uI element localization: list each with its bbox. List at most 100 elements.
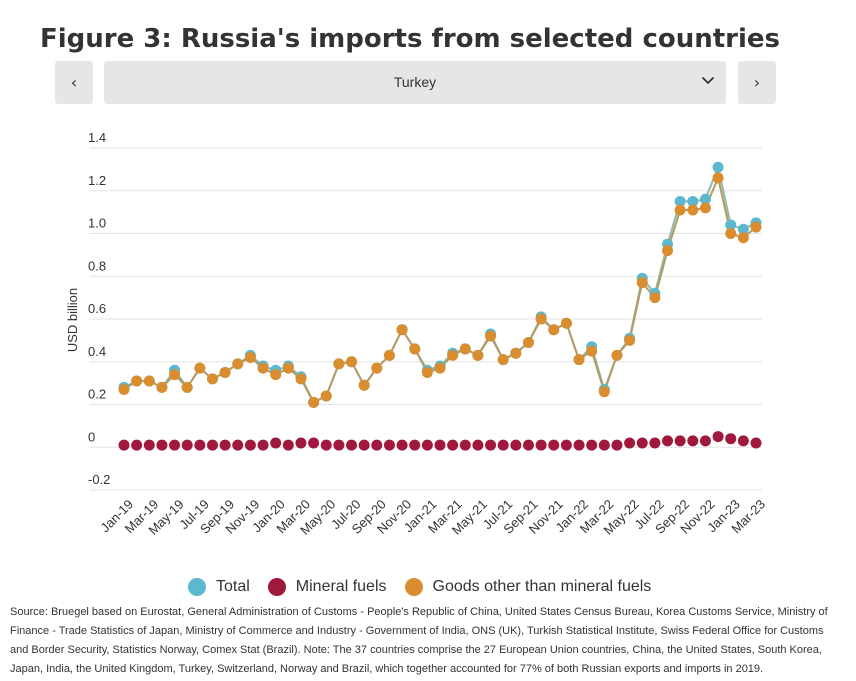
chart-plot: 1.41.21.00.80.60.40.20-0.2Jan-19Mar-19Ma…	[65, 130, 768, 538]
mineral-fuels-point	[396, 439, 408, 451]
mineral-fuels-point	[485, 439, 497, 451]
mineral-fuels-point	[320, 439, 332, 451]
other-goods-point	[649, 292, 661, 304]
chart-title: Figure 3: Russia's imports from selected…	[39, 24, 781, 54]
other-goods-point	[598, 386, 610, 398]
mineral-fuels-point	[282, 439, 294, 451]
chevron-right-icon: ›	[753, 73, 761, 92]
previous-country-button[interactable]: ‹	[55, 61, 93, 104]
other-goods-point	[611, 349, 623, 361]
mineral-fuels-point	[560, 439, 572, 451]
country-select[interactable]: Turkey	[104, 61, 726, 104]
other-goods-point	[282, 362, 294, 374]
chevron-down-icon	[702, 77, 714, 84]
mineral-fuels-point	[649, 437, 661, 449]
other-goods-point	[447, 349, 459, 361]
mineral-fuels-point	[750, 437, 762, 449]
other-goods-point	[194, 362, 206, 374]
mineral-fuels-point	[371, 439, 383, 451]
other-goods-point	[156, 381, 168, 393]
y-tick-label: -0.2	[88, 472, 110, 487]
other-goods-point	[586, 345, 598, 357]
mineral-fuels-point	[232, 439, 244, 451]
legend-item-total[interactable]: Total	[188, 578, 250, 596]
other-goods-point	[737, 232, 749, 244]
mineral-fuels-point	[219, 439, 231, 451]
other-goods-point	[624, 334, 636, 346]
other-goods-point	[383, 349, 395, 361]
mineral-fuels-point	[346, 439, 358, 451]
other-goods-point	[421, 366, 433, 378]
mineral-fuels-point	[573, 439, 585, 451]
mineral-fuels-point	[674, 435, 686, 447]
mineral-fuels-point	[737, 435, 749, 447]
y-tick-label: 0.8	[88, 258, 106, 273]
chevron-left-icon: ‹	[70, 73, 78, 92]
mineral-fuels-point	[383, 439, 395, 451]
other-goods-point	[750, 221, 762, 233]
mineral-fuels-point	[118, 439, 130, 451]
mineral-fuels-point	[497, 439, 509, 451]
mineral-fuels-point	[156, 439, 168, 451]
chart-legend: Total Mineral fuels Goods other than min…	[188, 578, 669, 596]
mineral-fuels-point	[472, 439, 484, 451]
other-goods-point	[636, 277, 648, 289]
other-goods-point	[434, 362, 446, 374]
other-goods-point	[662, 245, 674, 257]
mineral-fuels-point	[131, 439, 143, 451]
other-goods-point	[522, 337, 534, 349]
y-tick-label: 0.4	[88, 344, 106, 359]
other-goods-point	[244, 351, 256, 363]
mineral-fuels-point	[333, 439, 345, 451]
mineral-fuels-point	[586, 439, 598, 451]
mineral-fuels-point	[169, 439, 181, 451]
other-goods-point	[472, 349, 484, 361]
other-goods-point	[118, 384, 130, 396]
y-tick-label: 0	[88, 429, 95, 444]
legend-marker-total	[188, 578, 206, 596]
other-goods-point	[548, 324, 560, 336]
total-point	[699, 193, 711, 205]
mineral-fuels-point	[206, 439, 218, 451]
other-goods-point	[560, 317, 572, 329]
next-country-button[interactable]: ›	[738, 61, 776, 104]
other-goods-point	[573, 354, 585, 366]
mineral-fuels-point	[712, 431, 724, 443]
mineral-fuels-point	[699, 435, 711, 447]
mineral-fuels-point	[548, 439, 560, 451]
mineral-fuels-point	[459, 439, 471, 451]
other-goods-point	[699, 202, 711, 214]
other-goods-point	[320, 390, 332, 402]
mineral-fuels-point	[181, 439, 193, 451]
other-goods-point	[358, 379, 370, 391]
mineral-fuels-point	[522, 439, 534, 451]
legend-marker-other-goods	[404, 578, 423, 596]
legend-item-other-goods[interactable]: Goods other than mineral fuels	[404, 578, 652, 596]
other-goods-point	[169, 369, 181, 381]
legend-label-other-goods: Goods other than mineral fuels	[432, 578, 652, 595]
mineral-fuels-point	[244, 439, 256, 451]
other-goods-point	[409, 343, 421, 355]
mineral-fuels-point	[409, 439, 421, 451]
legend-marker-mineral-fuels	[267, 578, 286, 596]
total-point	[712, 161, 724, 173]
other-goods-point	[535, 313, 547, 325]
other-goods-point	[270, 369, 282, 381]
legend-item-mineral-fuels[interactable]: Mineral fuels	[267, 578, 387, 596]
other-goods-point	[181, 381, 193, 393]
mineral-fuels-point	[510, 439, 522, 451]
other-goods-point	[206, 373, 218, 385]
selected-country-label: Turkey	[393, 74, 437, 90]
mineral-fuels-point	[598, 439, 610, 451]
mineral-fuels-point	[434, 439, 446, 451]
other-goods-point	[333, 358, 345, 370]
other-goods-point	[308, 396, 320, 408]
other-goods-point	[131, 375, 143, 387]
mineral-fuels-point	[535, 439, 547, 451]
y-axis-label: USD billion	[65, 288, 80, 352]
legend-label-mineral-fuels: Mineral fuels	[295, 578, 387, 595]
legend-label-total: Total	[216, 578, 250, 595]
y-tick-label: 0.2	[88, 387, 106, 402]
other-goods-point	[257, 362, 269, 374]
other-goods-point	[497, 354, 509, 366]
